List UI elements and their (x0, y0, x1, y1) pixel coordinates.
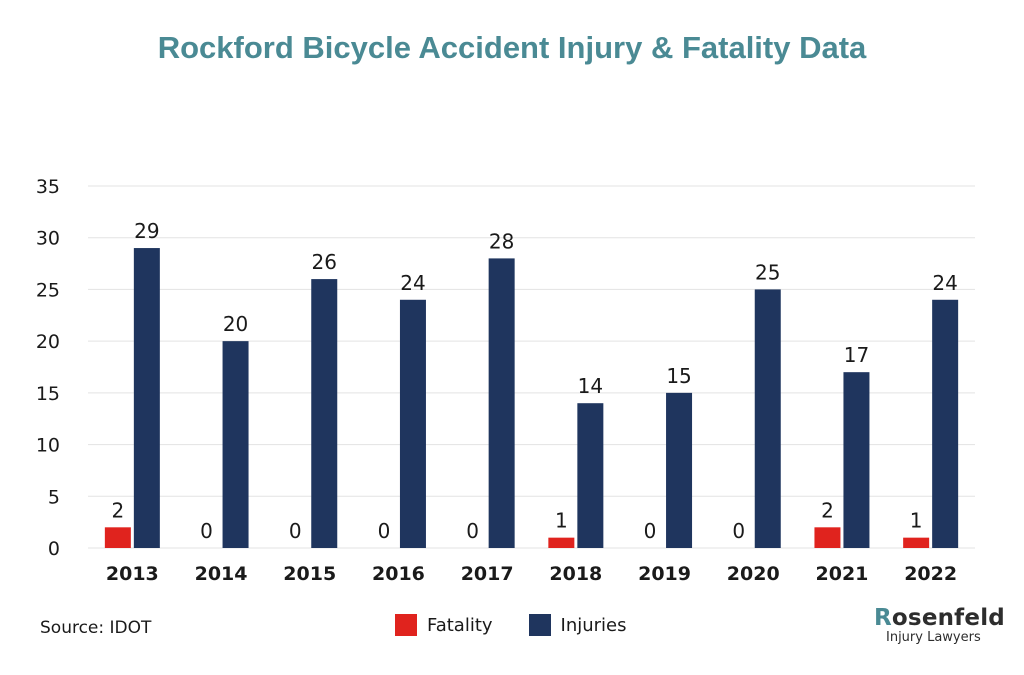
data-label-fatality-2021: 2 (821, 498, 834, 522)
bar-fatality-2021 (814, 527, 841, 548)
x-tick-label-2015: 2015 (283, 563, 336, 585)
x-tick-label-2014: 2014 (195, 563, 248, 585)
logo-initial: R (874, 605, 892, 631)
data-label-injuries-2017: 28 (489, 229, 514, 253)
data-label-injuries-2022: 24 (932, 271, 957, 295)
y-tick-label: 10 (36, 435, 60, 457)
data-label-fatality-2016: 0 (378, 519, 391, 543)
bar-injuries-2015 (311, 279, 338, 548)
x-tick-label-2018: 2018 (549, 563, 602, 585)
y-tick-label: 25 (36, 279, 60, 301)
legend-label-fatality: Fatality (427, 614, 493, 636)
y-tick-label: 5 (48, 486, 60, 508)
data-label-injuries-2020: 25 (755, 260, 780, 284)
bar-injuries-2013 (133, 248, 160, 549)
y-tick-label: 0 (48, 538, 60, 560)
data-label-fatality-2020: 0 (732, 519, 745, 543)
legend-swatch-injuries (528, 614, 551, 636)
chart-title: Rockford Bicycle Accident Injury & Fatal… (157, 30, 867, 65)
data-label-injuries-2016: 24 (400, 271, 425, 295)
x-axis-ticks: 2013 2014 2015 2016 2017 2018 2019 2020 2021 2022 (106, 563, 957, 585)
bar-injuries-2019 (666, 392, 693, 548)
data-label-injuries-2014: 20 (223, 312, 248, 336)
y-tick-label: 20 (36, 331, 60, 353)
x-tick-label-2013: 2013 (106, 563, 159, 585)
x-tick-label-2019: 2019 (638, 563, 691, 585)
bar-injuries-2016 (399, 299, 426, 548)
brand-logo: Rosenfeld Injury Lawyers (874, 605, 1005, 646)
data-label-fatality-2019: 0 (644, 519, 657, 543)
bar-injuries-2022 (932, 299, 959, 548)
bars (104, 248, 959, 549)
data-label-fatality-2018: 1 (555, 509, 568, 533)
logo-name: Rosenfeld (874, 605, 1005, 631)
data-label-fatality-2013: 2 (111, 498, 124, 522)
bar-injuries-2017 (488, 258, 515, 548)
x-tick-label-2022: 2022 (904, 563, 957, 585)
legend-item-fatality: Fatality (395, 614, 493, 636)
data-label-fatality-2017: 0 (466, 519, 479, 543)
data-labels: 2 29 0 20 0 26 0 24 0 28 1 14 0 15 0 25 2 17 1 24 (111, 219, 957, 543)
y-tick-label: 15 (36, 383, 60, 405)
x-tick-label-2020: 2020 (727, 563, 780, 585)
x-tick-label-2021: 2021 (816, 563, 869, 585)
data-label-injuries-2021: 17 (844, 343, 869, 367)
y-tick-label: 35 (36, 176, 60, 198)
data-label-fatality-2022: 1 (910, 509, 923, 533)
legend: Fatality Injuries (395, 614, 663, 636)
bar-fatality-2013 (104, 527, 131, 548)
data-label-fatality-2015: 0 (289, 519, 302, 543)
x-tick-label-2016: 2016 (372, 563, 425, 585)
bar-injuries-2020 (754, 289, 781, 548)
bar-injuries-2014 (222, 341, 249, 548)
gridlines (88, 185, 975, 549)
source-note: Source: IDOT (40, 618, 152, 638)
legend-swatch-fatality (395, 614, 417, 636)
legend-label-injuries: Injuries (560, 614, 627, 636)
data-label-fatality-2014: 0 (200, 519, 213, 543)
bar-injuries-2021 (843, 372, 870, 548)
bar-fatality-2018 (548, 537, 575, 548)
data-label-injuries-2018: 14 (578, 374, 603, 398)
bar-fatality-2022 (903, 537, 930, 548)
logo-name-rest: osenfeld (891, 605, 1005, 631)
logo-tagline: Injury Lawyers (886, 630, 981, 645)
y-axis-ticks: 0 5 10 15 20 25 30 35 (36, 176, 60, 560)
bar-injuries-2018 (577, 403, 604, 548)
data-label-injuries-2015: 26 (312, 250, 337, 274)
data-label-injuries-2013: 29 (134, 219, 159, 243)
legend-item-injuries: Injuries (528, 614, 627, 636)
y-tick-label: 30 (36, 228, 60, 250)
x-tick-label-2017: 2017 (461, 563, 514, 585)
data-label-injuries-2019: 15 (666, 364, 691, 388)
